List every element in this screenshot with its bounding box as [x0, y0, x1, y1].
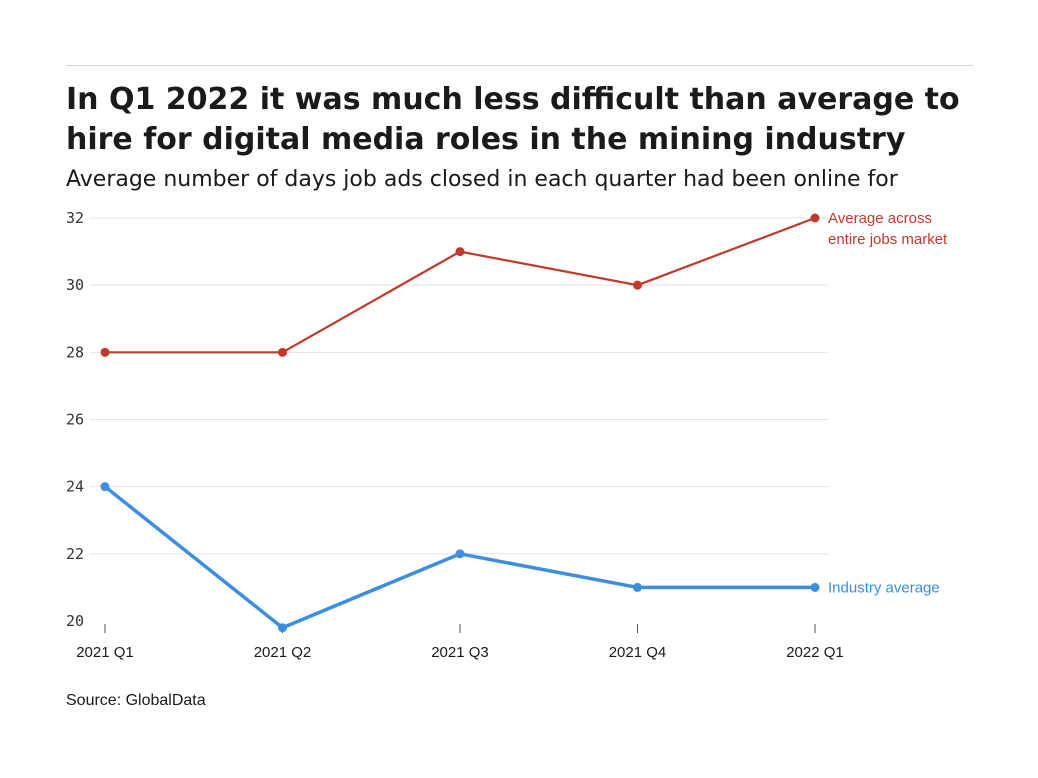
y-tick-label: 30 [66, 276, 84, 294]
y-axis-ticks: 20 22 24 26 28 30 32 [66, 209, 84, 630]
data-point [278, 623, 287, 633]
data-point [633, 582, 642, 592]
data-point [810, 582, 820, 592]
x-tick-label: 2021 Q1 [76, 644, 134, 661]
x-tick-label: 2021 Q2 [254, 644, 312, 661]
data-point [455, 549, 465, 559]
y-tick-label: 22 [66, 545, 84, 563]
y-tick-label: 20 [66, 612, 84, 630]
gridlines [90, 217, 828, 555]
x-axis-ticks: 2021 Q1 2021 Q2 2021 Q3 2021 Q4 2022 Q1 [76, 624, 844, 661]
chart-title: In Q1 2022 it was much less difficult th… [66, 82, 960, 157]
series-label-1: Industry average [828, 579, 940, 596]
series-label-line: Industry average [828, 579, 940, 596]
y-tick-label: 24 [66, 478, 84, 496]
data-point [100, 482, 110, 492]
series-labels: Average across entire jobs market Industry… [828, 210, 948, 596]
series-group [100, 213, 820, 633]
series-label-0: Average across entire jobs market [828, 210, 948, 248]
chart-subtitle: Average number of days job ads closed in… [66, 167, 898, 192]
series-label-line: entire jobs market [828, 231, 948, 248]
y-tick-label: 28 [66, 343, 84, 361]
data-point [100, 347, 110, 357]
data-point [278, 347, 287, 357]
data-point [633, 280, 642, 290]
x-tick-label: 2021 Q4 [609, 644, 667, 661]
top-rule [66, 65, 973, 66]
x-tick-label: 2022 Q1 [786, 644, 844, 661]
source-note: Source: GlobalData [66, 692, 206, 709]
x-tick-label: 2021 Q3 [431, 644, 489, 661]
y-tick-label: 26 [66, 411, 84, 429]
data-point [455, 247, 465, 257]
series-label-line: Average across [828, 210, 932, 227]
y-tick-label: 32 [66, 209, 84, 227]
data-point [810, 213, 820, 223]
